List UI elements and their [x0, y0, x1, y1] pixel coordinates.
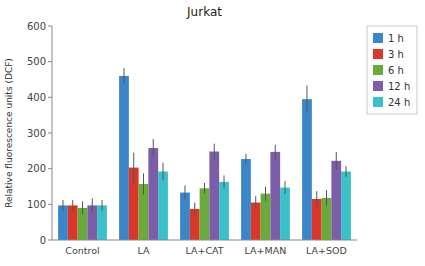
tick-mark — [48, 204, 52, 205]
series — [78, 173, 332, 240]
error-bar — [245, 154, 246, 165]
error-bar — [82, 201, 83, 214]
error-bar — [255, 196, 256, 209]
bar — [200, 188, 210, 240]
error-bar — [275, 145, 276, 159]
error-bar — [265, 187, 266, 201]
error-bar — [153, 139, 154, 157]
error-bar — [285, 181, 286, 194]
tick-label: LA+SOD — [306, 245, 347, 256]
tick-mark — [48, 97, 52, 98]
tick-mark — [48, 61, 52, 62]
error-bar — [346, 166, 347, 177]
tick-mark — [48, 26, 52, 27]
error-bar — [204, 183, 205, 194]
error-bar — [316, 191, 317, 207]
tick-label: Control — [65, 245, 99, 256]
legend-label: 6 h — [388, 65, 404, 76]
legend-swatch — [373, 65, 383, 75]
bar — [158, 172, 168, 240]
tick-mark — [48, 240, 52, 241]
series — [68, 153, 322, 240]
tick-label: 100 — [27, 199, 46, 210]
tick-label: 400 — [27, 92, 46, 103]
x-axis: Control LA LA+CAT LA+MAN LA+SOD — [65, 245, 347, 256]
error-bar — [306, 86, 307, 113]
error-bar — [194, 203, 195, 216]
tick-label: 200 — [27, 163, 46, 174]
bar — [280, 188, 290, 240]
bar — [148, 148, 158, 240]
series — [58, 68, 312, 240]
tick-mark — [48, 133, 52, 134]
legend-swatch — [373, 33, 383, 43]
tick-label: 300 — [27, 128, 46, 139]
legend-label: 12 h — [388, 81, 410, 92]
error-bar — [336, 152, 337, 170]
error-bar — [163, 163, 164, 181]
error-bar — [326, 190, 327, 206]
legend-label: 3 h — [388, 49, 404, 60]
error-bar — [123, 68, 124, 84]
bar — [302, 99, 312, 240]
bars — [58, 68, 351, 240]
bar — [270, 152, 280, 240]
tick-mark — [48, 168, 52, 169]
error-bar — [143, 173, 144, 194]
legend-label: 24 h — [388, 97, 410, 108]
y-axis-label: Relative fluorescence units (DCF) — [4, 58, 14, 208]
tick-label: 0 — [40, 235, 46, 246]
tick-label: LA+MAN — [245, 245, 287, 256]
legend-frame — [367, 26, 417, 114]
bar — [341, 172, 351, 240]
error-bar — [184, 185, 185, 199]
error-bar — [92, 198, 93, 212]
y-axis-line — [52, 26, 53, 240]
bar — [331, 161, 341, 240]
error-bar — [62, 200, 63, 211]
error-bar — [133, 153, 134, 183]
tick-label: LA+CAT — [185, 245, 223, 256]
legend-swatch — [373, 97, 383, 107]
tick-label: LA — [137, 245, 150, 256]
chart: Jurkat Relative fluorescence units (DCF) 0… — [0, 0, 425, 266]
bar — [219, 182, 229, 240]
series — [87, 139, 341, 240]
legend-swatch — [373, 81, 383, 91]
x-axis-line — [52, 240, 357, 241]
tick-label: 600 — [27, 21, 46, 32]
error-bar — [224, 175, 225, 188]
legend-label: 1 h — [388, 33, 404, 44]
bar — [119, 76, 129, 240]
error-bar — [214, 144, 215, 160]
tick-label: 500 — [27, 56, 46, 67]
legend: 1 h 3 h 6 h 12 h 24 h — [367, 26, 417, 114]
series — [97, 163, 351, 240]
error-bar — [72, 200, 73, 211]
bar — [241, 159, 251, 240]
bar — [209, 152, 219, 240]
legend-swatch — [373, 49, 383, 59]
error-bar — [102, 200, 103, 211]
title: Jurkat — [186, 5, 222, 19]
y-axis: 0 100 200 300 400 500 600 — [27, 21, 52, 246]
